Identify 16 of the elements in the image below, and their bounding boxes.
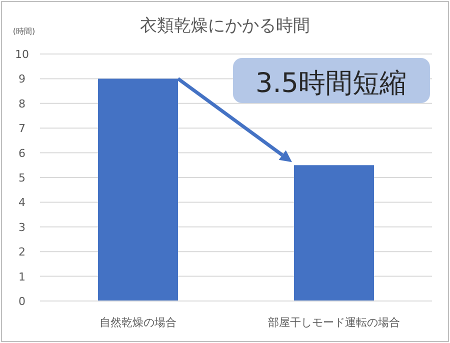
y-tick-label: 6 bbox=[18, 146, 26, 160]
y-tick-label: 0 bbox=[18, 295, 26, 308]
y-tick-label: 9 bbox=[18, 72, 26, 86]
y-tick-label: 8 bbox=[18, 97, 26, 110]
y-axis-title: (時間) bbox=[12, 27, 36, 36]
chart-title: 衣類乾燥にかかる時間 bbox=[140, 16, 310, 36]
y-tick-label: 7 bbox=[18, 122, 26, 136]
annotation: 3.5時間短縮 bbox=[256, 68, 406, 99]
y-tick-label: 5 bbox=[18, 172, 26, 184]
y-tick-label: 4 bbox=[18, 196, 26, 210]
y-tick-label: 2 bbox=[18, 246, 26, 259]
x-tick-label: 部屋干しモード運転の場合 bbox=[268, 316, 400, 329]
y-tick-label: 1 bbox=[18, 270, 26, 284]
x-tick-label: 自然乾燥の場合 bbox=[100, 316, 176, 329]
y-tick-label: 10 bbox=[15, 48, 29, 61]
y-tick-label: 3 bbox=[18, 220, 26, 234]
